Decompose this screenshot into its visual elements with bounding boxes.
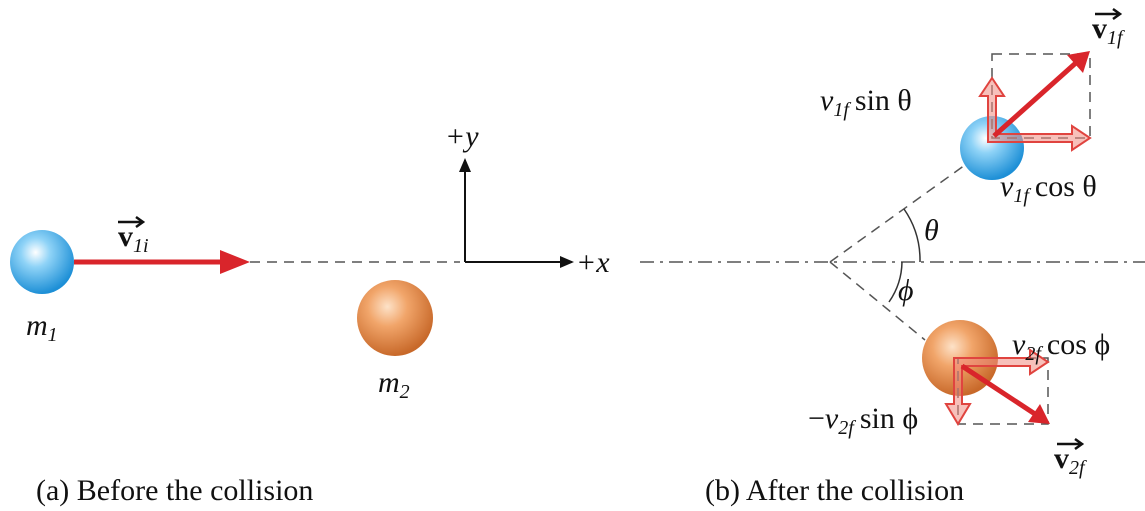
angle-arc xyxy=(904,209,920,262)
subscript: 1f xyxy=(833,99,851,121)
symbol: v xyxy=(820,84,834,117)
subscript: 1f xyxy=(1107,27,1125,49)
subscript: 1 xyxy=(48,324,58,346)
subscript: 2f xyxy=(1069,457,1087,479)
symbol: v xyxy=(1000,170,1014,203)
symbol: v xyxy=(1054,442,1069,475)
symbol: v xyxy=(825,402,839,435)
arrow-head xyxy=(220,250,250,274)
symbol: v xyxy=(118,220,133,253)
caption: (b) After the collision xyxy=(705,474,964,507)
function: cos ϕ xyxy=(1047,328,1110,361)
subscript: 2f xyxy=(838,417,856,439)
mass-label: m1 xyxy=(26,309,58,346)
subscript: 2f xyxy=(1025,343,1043,365)
component-arrows xyxy=(980,78,1090,150)
caption: (a) Before the collision xyxy=(36,474,313,507)
function: cos θ xyxy=(1035,170,1097,203)
collision-diagram: v1i m1 m2 +y +x θ ϕ v1f v2f v1fsin θ v1f… xyxy=(0,0,1145,511)
velocity-arrow xyxy=(994,61,1078,136)
symbol: v xyxy=(1092,12,1107,45)
path-line xyxy=(830,165,965,262)
symbol: m xyxy=(378,366,400,399)
symbol: v xyxy=(1012,328,1026,361)
subscript: 1f xyxy=(1013,185,1031,207)
symbol: m xyxy=(26,309,48,342)
sign: − xyxy=(808,402,825,435)
subscript: 1i xyxy=(133,235,149,257)
function: sin θ xyxy=(855,84,912,117)
function: sin ϕ xyxy=(860,402,918,435)
subscript: 2 xyxy=(400,381,410,403)
axis-label: +x xyxy=(576,246,610,279)
velocity-label: v1i xyxy=(118,220,149,257)
ball-m1 xyxy=(10,230,74,294)
velocity-label: v1f xyxy=(1092,12,1125,49)
axis-label: +y xyxy=(445,120,479,153)
angle-label: θ xyxy=(924,214,939,247)
velocity-label: v2f xyxy=(1054,442,1087,479)
angle-label: ϕ xyxy=(898,274,914,307)
mass-label: m2 xyxy=(378,366,410,403)
ball-m2 xyxy=(357,280,433,356)
